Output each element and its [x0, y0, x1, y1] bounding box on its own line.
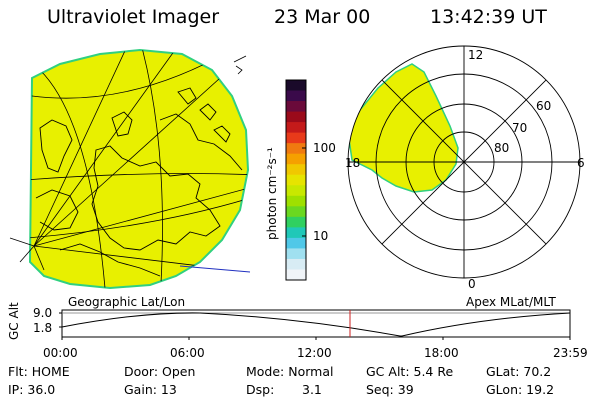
geographic-map	[9, 48, 251, 290]
info-mode: Mode: Normal	[246, 364, 334, 379]
colorbar-tick-100: 100	[313, 141, 336, 155]
altitude-ylabel: GC Alt	[7, 302, 21, 340]
mlt-label-18: 18	[345, 156, 361, 170]
colorbar-segment	[286, 237, 306, 249]
polar-plot-label: Apex MLat/MLT	[466, 295, 556, 309]
colorbar-segment	[286, 132, 306, 144]
info-seq: Seq: 39	[366, 382, 414, 397]
polar-plot	[347, 45, 581, 279]
info-gc-alt: GC Alt: 5.4 Re	[366, 364, 454, 379]
colorbar-unit-label: photon cm⁻²s⁻¹	[265, 147, 279, 240]
info-gain: Gain: 13	[124, 382, 177, 397]
colorbar-segment	[286, 122, 306, 134]
lat-label-60: 60	[536, 99, 552, 113]
altitude-curve	[61, 312, 571, 337]
polar-auroral-fill	[348, 63, 459, 193]
colorbar	[285, 79, 307, 281]
colorbar-segment	[286, 80, 306, 92]
lat-label-70: 70	[512, 121, 528, 135]
info-ip: IP: 36.0	[8, 382, 56, 397]
colorbar-segment	[286, 206, 306, 218]
xtick-0000: 00:00	[43, 346, 78, 360]
mlt-label-0: 0	[468, 277, 476, 291]
colorbar-segment	[286, 174, 306, 186]
xtick-0600: 06:00	[170, 346, 205, 360]
colorbar-segment	[286, 195, 306, 207]
colorbar-segment	[286, 101, 306, 113]
colorbar-segment	[286, 90, 306, 102]
instrument-title: Ultraviolet Imager	[47, 6, 220, 28]
info-dsp-value: 3.1	[302, 382, 322, 397]
date-label: 23 Mar 00	[274, 6, 371, 28]
colorbar-segment	[286, 227, 306, 239]
colorbar-tick-10: 10	[313, 229, 329, 243]
lat-label-80: 80	[494, 141, 510, 155]
info-flt: Flt: HOME	[8, 364, 70, 379]
colorbar-segment	[286, 111, 306, 123]
geo-coastlines	[35, 87, 243, 277]
geo-map-label: Geographic Lat/Lon	[68, 295, 186, 309]
altitude-plot	[59, 309, 571, 340]
info-dsp: Dsp:	[246, 382, 275, 397]
altitude-ytick-9: 9.0	[33, 306, 53, 320]
info-glat: GLat: 70.2	[486, 364, 552, 379]
geo-auroral-fill	[28, 48, 250, 290]
xtick-1200: 12:00	[297, 346, 332, 360]
colorbar-segment	[286, 164, 306, 176]
mlt-label-6: 6	[577, 156, 585, 170]
colorbar-segment	[286, 258, 306, 270]
altitude-ytick-1-8: 1.8	[33, 321, 53, 335]
mlt-label-12: 12	[468, 48, 484, 62]
info-glon: GLon: 19.2	[486, 382, 555, 397]
colorbar-segment	[286, 185, 306, 197]
info-door: Door: Open	[124, 364, 196, 379]
colorbar-segment	[286, 248, 306, 260]
xtick-2359: 23:59	[553, 346, 588, 360]
xtick-1800: 18:00	[424, 346, 459, 360]
colorbar-frame	[285, 79, 307, 281]
colorbar-segment	[286, 153, 306, 165]
colorbar-segment	[286, 216, 306, 228]
colorbar-segment	[286, 143, 306, 155]
colorbar-segment	[286, 269, 306, 281]
time-label: 13:42:39 UT	[430, 6, 547, 28]
